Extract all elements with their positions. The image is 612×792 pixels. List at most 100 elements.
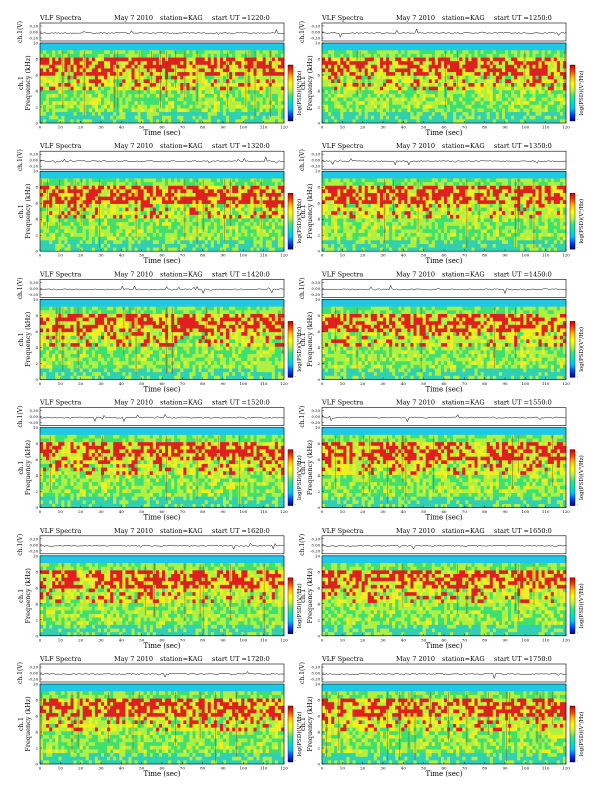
spectrogram-cell	[280, 97, 285, 102]
spectrogram-cell	[361, 61, 365, 66]
spectrogram-cell	[559, 57, 564, 62]
spectrogram-cell	[149, 222, 154, 227]
spectrogram-cell	[131, 93, 135, 98]
spectrogram-cell	[213, 211, 218, 216]
spectrogram-cell	[119, 50, 123, 55]
spectrogram-cell	[49, 46, 53, 51]
spectrogram-cell	[343, 115, 347, 120]
spectrogram-cell	[413, 57, 417, 62]
spectrogram-cell	[40, 43, 44, 47]
spectrogram-cell	[413, 86, 417, 91]
spectrogram-cell	[40, 93, 44, 98]
spectrogram-cell	[219, 50, 224, 55]
spectrogram-cell	[559, 64, 564, 69]
spectrogram-cell	[343, 90, 347, 95]
spectrogram-cell	[82, 247, 87, 252]
spectrogram-cell	[104, 211, 108, 216]
spectrogram-cell	[76, 61, 80, 66]
spectrogram-cell	[422, 72, 426, 77]
spectrogram-cell	[131, 178, 135, 183]
spectrogram-cell	[544, 79, 548, 84]
spectrogram-cell	[119, 53, 123, 58]
spectrogram-cell	[404, 64, 408, 69]
spectrogram-cell	[538, 75, 542, 80]
spectrogram-cell	[447, 119, 451, 124]
spectrogram-cell	[434, 97, 439, 102]
spectrogram-cell	[101, 90, 105, 95]
spectrogram-cell	[125, 200, 129, 205]
spectrogram-cell	[146, 222, 151, 227]
spectrogram-cell	[501, 119, 506, 124]
spectrogram-cell	[544, 104, 548, 109]
spectrogram-cell	[101, 61, 105, 66]
spectrogram-cell	[547, 83, 552, 87]
spectrogram-cell	[131, 171, 135, 176]
spectrogram-cell	[265, 43, 270, 47]
spectrogram-cell	[538, 61, 542, 66]
spectrogram-cell	[468, 119, 472, 124]
spectrogram-cell	[70, 75, 74, 80]
spectrogram-cell	[88, 193, 93, 197]
spectrogram-cell	[76, 46, 80, 51]
spectrogram-cell	[155, 115, 160, 120]
spectrogram-cell	[82, 200, 87, 205]
spectrogram-cell	[383, 75, 387, 80]
spectrogram-cell	[155, 218, 160, 223]
spectrogram-cell	[241, 90, 245, 95]
spectrogram-cell	[125, 93, 129, 98]
spectrogram-cell	[474, 46, 478, 51]
spectrogram-cell	[198, 196, 202, 201]
spectrogram-cell	[149, 171, 154, 176]
spectrogram-cell	[162, 171, 166, 176]
spectrogram-cell	[383, 53, 387, 58]
spectrogram-cell	[97, 79, 102, 84]
spectrogram-cell	[73, 236, 77, 241]
spectrogram-cell	[322, 53, 326, 58]
spectrogram-cell	[219, 75, 224, 80]
spectrogram-cell	[131, 247, 135, 252]
spectrogram-cell	[186, 178, 190, 183]
spectrogram-cell	[529, 72, 533, 77]
spectrogram-cell	[85, 236, 90, 241]
spectrogram-cell	[337, 75, 341, 80]
spectrogram-cell	[447, 101, 451, 106]
spectrogram-cell	[201, 108, 205, 113]
spectrogram-cell	[131, 50, 135, 55]
spectrogram-cell	[511, 112, 515, 117]
spectrogram-cell	[250, 64, 254, 69]
frequency-tick-label: 6	[317, 73, 320, 78]
spectrogram-cell	[116, 196, 120, 201]
spectrogram-cell	[128, 185, 132, 190]
spectrogram-cell	[162, 203, 166, 208]
spectrogram-cell	[43, 57, 47, 62]
spectrogram-cell	[113, 185, 117, 190]
spectrogram-cell	[207, 174, 212, 179]
spectrogram-cell	[146, 93, 151, 98]
spectrogram-cell	[401, 50, 405, 55]
spectrogram-cell	[140, 83, 144, 87]
spectrogram-cell	[110, 200, 114, 205]
spectrogram-cell	[213, 68, 218, 73]
spectrogram-cell	[104, 225, 108, 230]
spectrogram-cell	[277, 61, 282, 66]
spectrogram-cell	[88, 189, 93, 194]
spectrogram-cell	[216, 104, 221, 109]
spectrogram-cell	[541, 119, 545, 124]
spectrogram-cell	[235, 86, 239, 91]
spectrogram-cell	[262, 64, 266, 69]
spectrogram-cell	[425, 101, 430, 106]
spectrogram-cell	[155, 43, 160, 47]
spectrogram-cell	[97, 171, 102, 176]
spectrogram-cell	[280, 112, 285, 117]
spectrogram-cell	[49, 115, 53, 120]
spectrogram-cell	[192, 203, 196, 208]
spectrogram-cell	[58, 101, 62, 106]
spectrogram-cell	[559, 86, 564, 91]
spectrogram-cell	[280, 101, 285, 106]
spectrogram-cell	[79, 115, 83, 120]
spectrogram-cell	[180, 108, 184, 113]
spectrogram-cell	[201, 97, 205, 102]
spectrogram-cell	[171, 171, 175, 176]
spectrogram-cell	[73, 119, 77, 124]
spectrogram-cell	[128, 182, 132, 187]
